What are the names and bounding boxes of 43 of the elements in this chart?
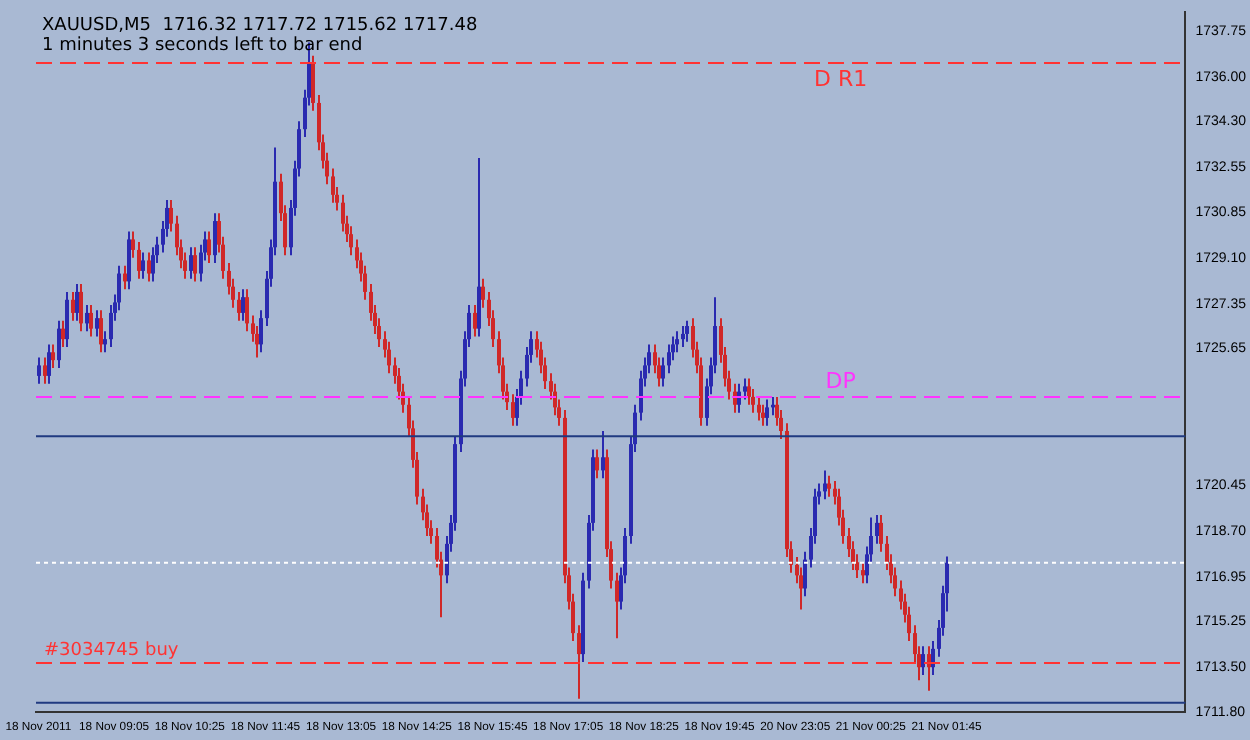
candlestick	[595, 448, 599, 480]
candlestick	[827, 474, 831, 498]
candlestick	[141, 251, 145, 280]
candlestick	[213, 212, 217, 265]
candlestick	[85, 304, 89, 333]
candlestick	[601, 430, 605, 480]
candlestick	[43, 356, 47, 385]
candlestick	[473, 304, 477, 338]
candlestick	[207, 230, 211, 265]
candlestick	[37, 356, 41, 385]
candlestick	[921, 645, 925, 677]
ref-line-label: DP	[825, 367, 857, 394]
chart-title: XAUUSD,M5 1716.32 1717.72 1715.62 1717.48	[42, 16, 478, 37]
candlestick	[51, 343, 55, 370]
candlestick	[47, 343, 51, 385]
candlestick	[123, 264, 127, 291]
candlestick	[747, 377, 751, 406]
candlestick	[681, 325, 685, 349]
candlestick	[765, 398, 769, 427]
candlestick	[79, 283, 83, 333]
candlestick	[761, 403, 765, 427]
candlestick	[89, 304, 93, 338]
candlestick	[147, 251, 151, 283]
candlestick	[127, 230, 131, 291]
candlestick	[71, 290, 75, 322]
ref-line-label: #3034745 buy	[44, 640, 180, 661]
candlestick	[823, 469, 827, 501]
candlestick	[95, 309, 99, 338]
candlestick	[241, 288, 245, 322]
candlestick	[99, 309, 103, 354]
candlestick	[65, 290, 69, 349]
candlestick	[189, 246, 193, 280]
candlestick	[57, 319, 61, 370]
candlestick	[757, 395, 761, 422]
candlestick	[193, 246, 197, 283]
candlestick	[861, 561, 865, 585]
candlestick	[61, 319, 65, 349]
ref-line-label: D R1	[813, 65, 868, 92]
text: 1 minutes 3 seconds left to bar end	[42, 36, 363, 57]
candlestick	[477, 157, 481, 338]
candlestick	[685, 319, 689, 343]
candlestick	[675, 330, 679, 354]
candlestick	[75, 283, 79, 322]
